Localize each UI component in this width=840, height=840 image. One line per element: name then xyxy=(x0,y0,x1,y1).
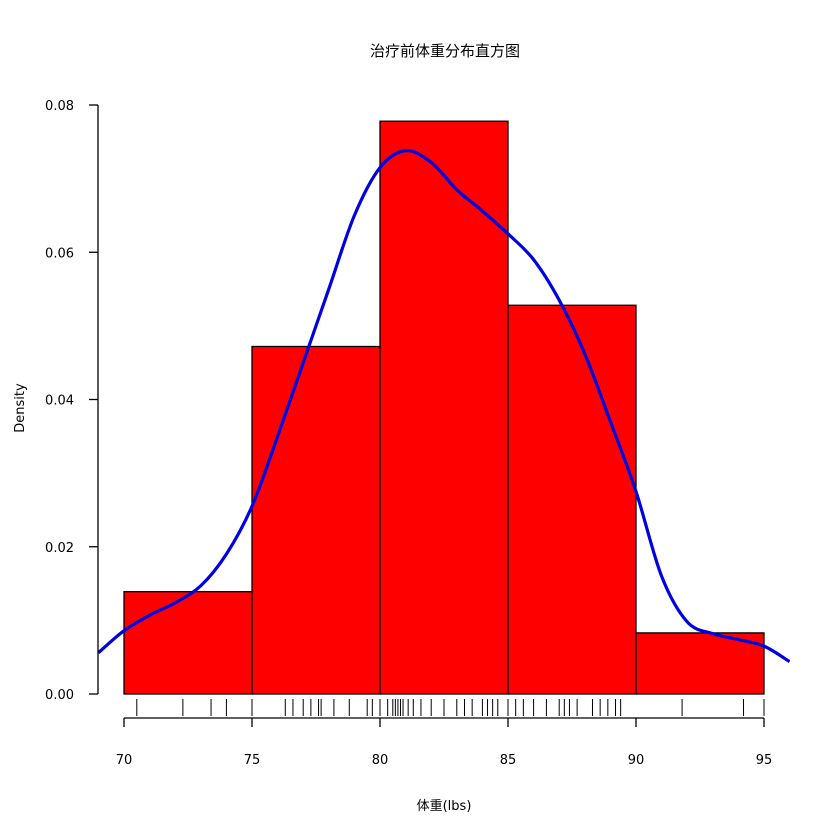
x-tick-label-5: 95 xyxy=(756,753,773,768)
y-tick-label-1: 0.02 xyxy=(45,541,74,556)
x-axis-label: 体重(lbs) xyxy=(417,798,472,814)
chart-title: 治疗前体重分布直方图 xyxy=(370,42,520,60)
y-tick-label-2: 0.04 xyxy=(45,394,74,409)
rug-group xyxy=(136,699,765,716)
density-curve-group xyxy=(98,149,790,663)
x-tick-label-4: 90 xyxy=(628,753,645,768)
density-curve-line xyxy=(98,149,790,663)
x-tick-label-3: 85 xyxy=(500,753,517,768)
y-tick-label-0: 0.00 xyxy=(45,688,74,703)
x-axis: 70 75 80 85 90 95 xyxy=(116,717,773,768)
histogram-bar-3 xyxy=(379,120,509,695)
y-tick-label-3: 0.06 xyxy=(45,246,74,261)
histogram-bar-1 xyxy=(123,591,253,695)
histogram-bar-5 xyxy=(635,632,765,695)
bars-group xyxy=(123,120,765,695)
x-tick-label-1: 75 xyxy=(244,753,261,768)
histogram-bar-4 xyxy=(507,304,637,695)
x-tick-label-0: 70 xyxy=(116,753,133,768)
x-tick-label-2: 80 xyxy=(372,753,389,768)
y-tick-label-4: 0.08 xyxy=(45,99,74,114)
y-axis-label: Density xyxy=(13,383,28,433)
histogram-bar-2 xyxy=(251,345,381,695)
y-axis: 0.00 0.02 0.04 0.06 0.08 xyxy=(45,99,99,703)
